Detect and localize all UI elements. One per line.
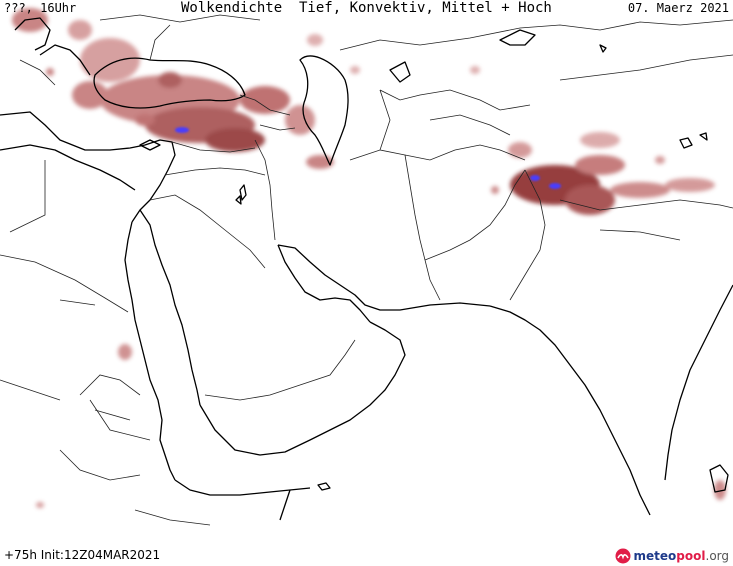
run-info: +75h Init:12Z04MAR2021	[4, 548, 161, 562]
forecast-label: ???, 16Uhr	[4, 1, 77, 15]
forecast-date: 07. Maerz 2021	[627, 1, 729, 15]
meteopool-logo: meteo pool .org	[615, 548, 729, 564]
coastlines	[0, 17, 733, 521]
logo-text-meteo: meteo	[633, 549, 677, 563]
logo-text-pool: pool	[676, 549, 706, 563]
map-title: Wolkendichte Tief, Konvektiv, Mittel + H…	[181, 0, 552, 16]
country-borders	[0, 14, 733, 526]
cloud-density-layer	[12, 8, 726, 508]
logo-text-org: .org	[705, 549, 730, 563]
logo-globe-icon	[615, 548, 631, 564]
